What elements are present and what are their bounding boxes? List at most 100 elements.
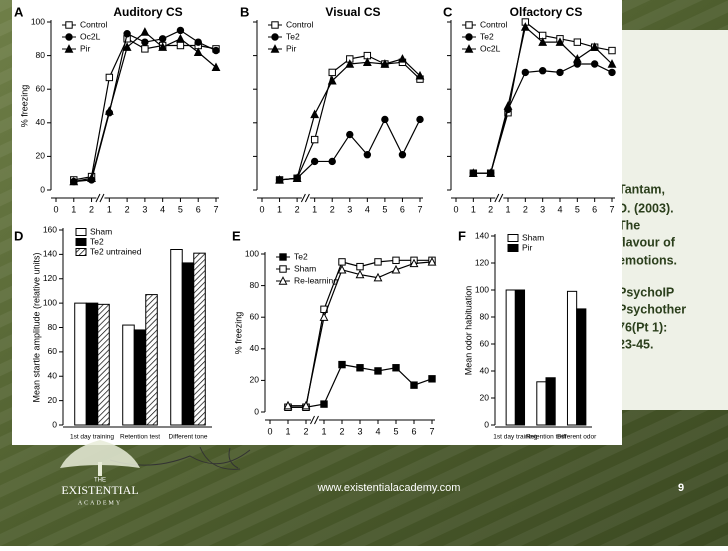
- axis-break: [300, 193, 306, 203]
- marker: [275, 175, 284, 184]
- marker: [573, 38, 582, 46]
- y-tick-label: 40: [250, 343, 260, 353]
- x-tick-label: 7: [429, 426, 434, 436]
- x-tick-label: 4: [160, 204, 165, 214]
- marker: [374, 367, 382, 375]
- bar: [505, 289, 516, 426]
- y-tick-label: 140: [475, 230, 489, 240]
- x-tick-label: 4: [365, 204, 370, 214]
- panel-label: E: [232, 228, 241, 243]
- marker: [538, 37, 548, 46]
- marker: [503, 101, 513, 110]
- y-tick-label: 120: [43, 273, 57, 283]
- x-tick-label: 5: [393, 426, 398, 436]
- x-tick-label: 5: [178, 204, 183, 214]
- axis-break-gap: [311, 417, 319, 423]
- marker: [356, 262, 364, 271]
- panel-label: B: [240, 4, 249, 19]
- x-tick-label: 6: [196, 204, 201, 214]
- legend-swatch: [75, 238, 87, 246]
- x-tick-label: 1: [312, 204, 317, 214]
- marker: [338, 258, 346, 266]
- citation: Tantam, D. (2003). The flavour of emotions. P…: [618, 182, 686, 351]
- bar: [545, 377, 556, 426]
- marker: [158, 42, 168, 51]
- citation-line: Psychother: [618, 302, 686, 316]
- marker: [392, 256, 400, 265]
- marker: [538, 67, 547, 75]
- x-tick-label: 1: [107, 204, 112, 214]
- x-tick-label: 2: [339, 426, 344, 436]
- chart-title: Auditory CS: [113, 5, 182, 19]
- x-tick-label: 4: [557, 204, 562, 214]
- marker: [590, 42, 600, 51]
- logo-text: ACADEMY: [78, 500, 122, 506]
- legend-swatch: [75, 248, 87, 256]
- x-tick-label: 7: [417, 204, 422, 214]
- x-tick-label: Different tone: [169, 434, 208, 441]
- marker: [520, 22, 530, 31]
- x-tick-label: 7: [609, 204, 614, 214]
- legend-label: Te2: [90, 236, 104, 246]
- x-tick-label: 3: [357, 426, 362, 436]
- axis-break: [310, 415, 315, 425]
- marker: [176, 41, 185, 50]
- marker: [141, 45, 149, 53]
- legend-label: Oc2L: [480, 43, 501, 53]
- marker: [345, 59, 355, 68]
- marker: [338, 360, 346, 369]
- legend-label: Control: [480, 19, 508, 29]
- legend-label: Control: [286, 19, 314, 29]
- bar: [576, 308, 587, 426]
- logo-trunk: [98, 462, 102, 476]
- x-tick-label: 5: [382, 204, 387, 214]
- legend-label: Pir: [80, 43, 91, 53]
- marker: [398, 54, 407, 63]
- y-axis-label: % freezing: [19, 85, 29, 128]
- marker: [292, 173, 302, 182]
- logo: THE EXISTENTIAL ACADEMY: [60, 440, 140, 506]
- legend-label: Pir: [286, 43, 297, 53]
- legend-marker: [65, 33, 73, 41]
- marker: [328, 68, 336, 77]
- x-tick-label: 6: [400, 204, 405, 214]
- legend-marker: [64, 44, 74, 53]
- y-tick-label: 60: [480, 338, 490, 348]
- x-tick-label: 2: [125, 204, 130, 214]
- legend-label: Pir: [522, 242, 533, 252]
- x-tick-label: 3: [347, 204, 352, 214]
- marker: [310, 109, 320, 119]
- citation-line: The: [618, 218, 640, 232]
- bar: [566, 290, 578, 426]
- chart-title: Visual CS: [325, 5, 380, 19]
- x-tick-label: Retention test: [526, 434, 566, 441]
- x-tick-label: 1st day training: [493, 434, 537, 441]
- bar: [122, 324, 135, 426]
- x-tick-label: 2: [523, 204, 528, 214]
- x-tick-label: 0: [53, 204, 58, 214]
- axis-break: [314, 415, 319, 425]
- x-tick-label: 1: [471, 204, 476, 214]
- legend-marker: [279, 265, 287, 273]
- bar: [133, 329, 147, 426]
- page-number: 9: [678, 482, 684, 494]
- x-tick-label: 3: [142, 204, 147, 214]
- legend-label: Control: [80, 19, 108, 29]
- logo-tree: [60, 440, 140, 468]
- y-tick-label: 0: [484, 419, 489, 429]
- chart-title: Olfactory CS: [510, 5, 583, 19]
- y-tick-label: 0: [40, 184, 45, 194]
- bar: [181, 262, 195, 426]
- panel-label: D: [14, 228, 23, 243]
- marker: [486, 168, 496, 177]
- x-tick-label: 3: [540, 204, 545, 214]
- y-tick-label: 100: [43, 297, 57, 307]
- citation-line: 76(Pt 1):: [618, 320, 667, 334]
- legend-swatch: [507, 244, 519, 252]
- y-tick-label: 80: [480, 311, 490, 321]
- marker: [87, 173, 96, 182]
- x-tick-label: 1st day training: [70, 434, 114, 441]
- marker: [69, 176, 79, 186]
